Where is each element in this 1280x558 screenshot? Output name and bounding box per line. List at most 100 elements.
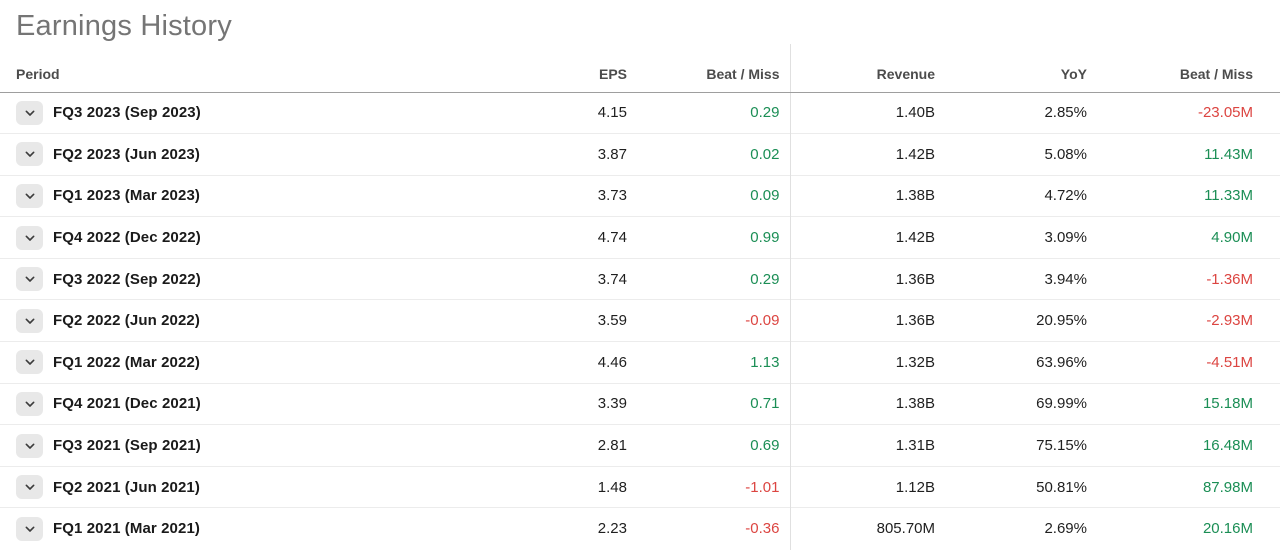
revenue-beat-miss-value: -4.51M — [1087, 341, 1280, 384]
yoy-value: 50.81% — [935, 465, 1087, 508]
chevron-down-icon — [22, 146, 38, 162]
expand-row-button[interactable] — [16, 433, 43, 458]
revenue-beat-miss-value: 4.90M — [1087, 216, 1280, 259]
revenue-beat-miss-value: 20.16M — [1087, 507, 1280, 550]
revenue-beat-miss-value: 11.43M — [1087, 133, 1280, 176]
chevron-down-icon — [22, 313, 38, 329]
earnings-history-page: Earnings History Period EPS Beat / Miss … — [0, 8, 1280, 558]
earnings-history-table: Period EPS Beat / Miss Revenue YoY Beat … — [0, 44, 1280, 550]
expand-row-button[interactable] — [16, 516, 43, 541]
yoy-value: 63.96% — [935, 341, 1087, 384]
eps-value: 3.74 — [480, 257, 627, 300]
eps-value: 4.74 — [480, 216, 627, 259]
period-cell: FQ1 2023 (Mar 2023) — [0, 174, 480, 217]
yoy-value: 3.09% — [935, 216, 1087, 259]
yoy-value: 20.95% — [935, 299, 1087, 342]
yoy-value: 5.08% — [935, 133, 1087, 176]
revenue-beat-miss-value: 15.18M — [1087, 382, 1280, 425]
yoy-value: 3.94% — [935, 257, 1087, 300]
chevron-down-icon — [22, 354, 38, 370]
chevron-down-icon — [22, 396, 38, 412]
chevron-down-icon — [22, 438, 38, 454]
table-row: FQ3 2023 (Sep 2023) 4.15 0.29 1.40B 2.85… — [0, 92, 1280, 134]
table-row: FQ1 2023 (Mar 2023) 3.73 0.09 1.38B 4.72… — [0, 174, 1280, 217]
chevron-down-icon — [22, 271, 38, 287]
chevron-down-icon — [22, 105, 38, 121]
period-label: FQ4 2021 (Dec 2021) — [53, 395, 201, 413]
expand-row-button[interactable] — [16, 267, 43, 292]
period-cell: FQ3 2023 (Sep 2023) — [0, 92, 480, 134]
revenue-value: 1.40B — [789, 92, 935, 134]
table-row: FQ2 2023 (Jun 2023) 3.87 0.02 1.42B 5.08… — [0, 133, 1280, 176]
revenue-value: 1.36B — [789, 299, 935, 342]
revenue-value: 1.31B — [789, 424, 935, 467]
period-cell: FQ4 2022 (Dec 2022) — [0, 216, 480, 259]
eps-beat-miss-value: 1.13 — [627, 341, 790, 384]
eps-value: 4.46 — [480, 341, 627, 384]
eps-beat-miss-value: -0.36 — [627, 507, 790, 550]
period-label: FQ1 2023 (Mar 2023) — [53, 187, 200, 205]
expand-row-button[interactable] — [16, 100, 43, 125]
table-row: FQ2 2021 (Jun 2021) 1.48 -1.01 1.12B 50.… — [0, 465, 1280, 508]
period-label: FQ4 2022 (Dec 2022) — [53, 229, 201, 247]
column-header-eps: EPS — [480, 44, 627, 93]
eps-beat-miss-value: 0.71 — [627, 382, 790, 425]
revenue-beat-miss-value: -2.93M — [1087, 299, 1280, 342]
table-row: FQ1 2022 (Mar 2022) 4.46 1.13 1.32B 63.9… — [0, 341, 1280, 384]
eps-value: 4.15 — [597, 104, 627, 122]
yoy-value: 4.72% — [935, 174, 1087, 217]
period-cell: FQ4 2021 (Dec 2021) — [0, 382, 480, 425]
expand-row-button[interactable] — [16, 475, 43, 500]
revenue-value: 1.36B — [789, 257, 935, 300]
chevron-down-icon — [22, 188, 38, 204]
eps-value: 3.87 — [480, 133, 627, 176]
table-body: FQ3 2023 (Sep 2023) 4.15 0.29 1.40B 2.85… — [0, 92, 1280, 550]
eps-value: 3.73 — [480, 174, 627, 217]
eps-value: 2.81 — [480, 424, 627, 467]
table-row: FQ3 2022 (Sep 2022) 3.74 0.29 1.36B 3.94… — [0, 257, 1280, 300]
column-header-eps-beat-miss: Beat / Miss — [627, 44, 790, 93]
revenue-value: 1.32B — [789, 341, 935, 384]
table-row: FQ4 2021 (Dec 2021) 3.39 0.71 1.38B 69.9… — [0, 382, 1280, 425]
eps-beat-miss-value: 0.09 — [627, 174, 790, 217]
yoy-value: 75.15% — [935, 424, 1087, 467]
expand-row-button[interactable] — [16, 183, 43, 208]
chevron-down-icon — [22, 479, 38, 495]
expand-row-button[interactable] — [16, 308, 43, 333]
table-row: FQ2 2022 (Jun 2022) 3.59 -0.09 1.36B 20.… — [0, 299, 1280, 342]
eps-value: 3.59 — [480, 299, 627, 342]
period-label: FQ2 2021 (Jun 2021) — [53, 478, 200, 496]
period-cell: FQ2 2021 (Jun 2021) — [0, 465, 480, 508]
yoy-value: 2.69% — [935, 507, 1087, 550]
yoy-value: 2.85% — [1044, 104, 1087, 122]
eps-beat-miss-value: 0.69 — [627, 424, 790, 467]
period-cell: FQ3 2021 (Sep 2021) — [0, 424, 480, 467]
period-cell: FQ3 2022 (Sep 2022) — [0, 257, 480, 300]
revenue-beat-miss-value: -1.36M — [1087, 257, 1280, 300]
column-header-yoy: YoY — [935, 44, 1087, 93]
eps-value: 3.39 — [480, 382, 627, 425]
revenue-beat-miss-value: 16.48M — [1087, 424, 1280, 467]
eps-beat-miss-value: 0.29 — [627, 257, 790, 300]
column-header-revenue: Revenue — [789, 44, 935, 93]
eps-beat-miss-value: -1.01 — [627, 465, 790, 508]
eps-value: 1.48 — [480, 465, 627, 508]
chevron-down-icon — [22, 230, 38, 246]
period-label: FQ3 2021 (Sep 2021) — [53, 437, 201, 455]
column-header-period: Period — [0, 44, 480, 93]
revenue-beat-miss-value: -23.05M — [1197, 104, 1253, 122]
expand-row-button[interactable] — [16, 350, 43, 375]
page-title: Earnings History — [16, 10, 232, 42]
eps-beat-miss-value: 0.29 — [750, 104, 780, 122]
expand-row-button[interactable] — [16, 142, 43, 167]
expand-row-button[interactable] — [16, 225, 43, 250]
revenue-beat-miss-value: 87.98M — [1087, 465, 1280, 508]
revenue-beat-miss-value: 11.33M — [1087, 174, 1280, 217]
revenue-value: 1.42B — [789, 216, 935, 259]
revenue-value: 1.38B — [789, 382, 935, 425]
yoy-value: 69.99% — [935, 382, 1087, 425]
period-label: FQ3 2022 (Sep 2022) — [53, 270, 201, 288]
period-cell: FQ2 2022 (Jun 2022) — [0, 299, 480, 342]
period-label: FQ2 2022 (Jun 2022) — [53, 312, 200, 330]
expand-row-button[interactable] — [16, 391, 43, 416]
